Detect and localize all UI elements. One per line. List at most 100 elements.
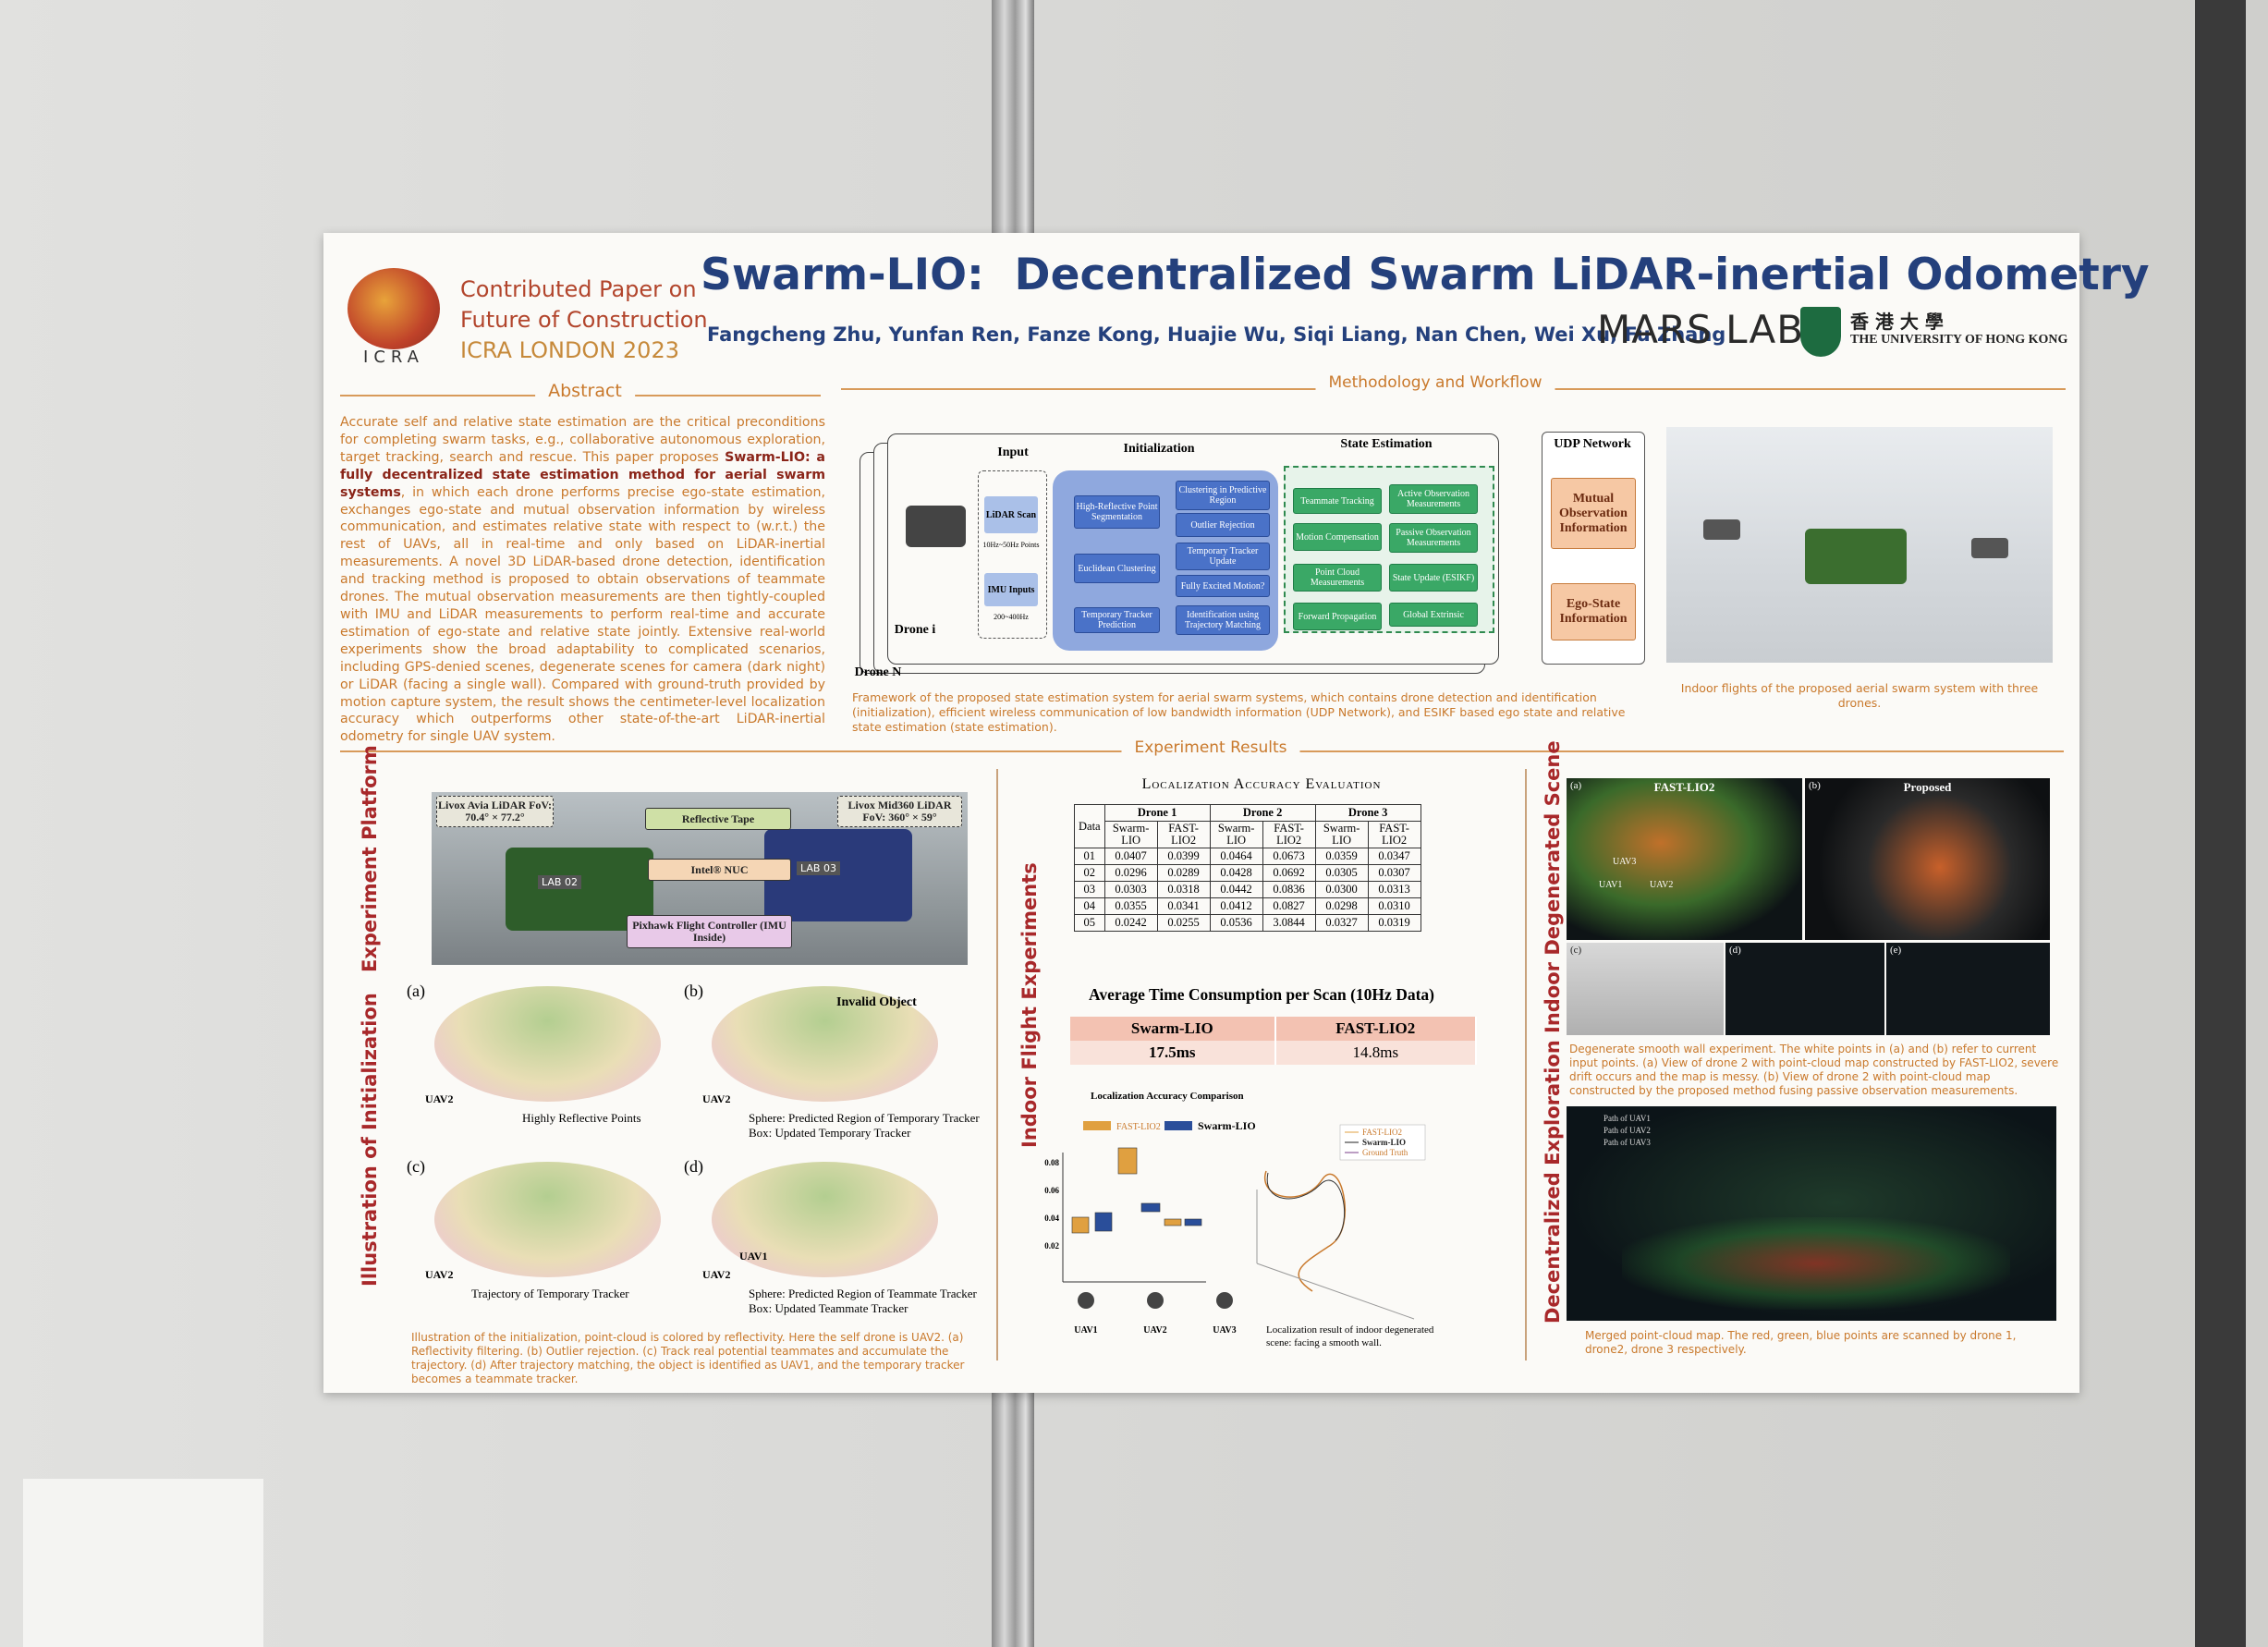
abstract-highlight: Swarm-LIO: a fully decentralized state e… (340, 449, 825, 500)
legend-label: FAST-LIO2 (1116, 1122, 1161, 1132)
table-cell: 03 (1074, 881, 1105, 898)
table-cell: 05 (1074, 914, 1105, 932)
y-tick-label: 0.04 (1044, 1214, 1059, 1223)
table-cell: 0.0300 (1314, 881, 1369, 898)
table-header: Swarm-LIO (1104, 821, 1158, 848)
table-header-row: Swarm-LIO FAST-LIO2 Swarm-LIO FAST-LIO2 Swar… (1075, 821, 1421, 848)
trajectory (1263, 1170, 1347, 1292)
box-glyph (1117, 1147, 1138, 1175)
panel-note: Highly Reflective Points (522, 1111, 641, 1125)
table-cell: 0.0355 (1104, 897, 1158, 915)
diagram-label: Drone i (894, 623, 936, 637)
diagram-block: Temporary Tracker Update (1176, 543, 1270, 570)
diagram-label: Initialization (1123, 442, 1195, 456)
drone-icon (1147, 1292, 1164, 1309)
table-cell: 0.0827 (1262, 897, 1316, 915)
diagram-block: Clustering in Predictive Region (1176, 481, 1270, 510)
box-glyph (1184, 1218, 1202, 1226)
table-cell: 04 (1074, 897, 1105, 915)
diagram-block: Forward Propagation (1293, 603, 1382, 630)
vertical-label: Experiment Platform (359, 745, 381, 972)
table-cell: 0.0307 (1367, 864, 1421, 882)
scene-panel: (e) (1886, 943, 2050, 1035)
affiliation-line: ICRA LONDON 2023 (460, 337, 679, 363)
table-row: 03 0.0303 0.0318 0.0442 0.0836 0.0300 0.0313 (1074, 881, 1421, 898)
legend-label: Swarm-LIO (1362, 1138, 1406, 1147)
diagram-block: State Update (ESIKF) (1389, 564, 1478, 592)
box: IMU Inputs (984, 573, 1038, 606)
legend-label: Swarm-LIO (1198, 1119, 1256, 1132)
exploration-map: Path of UAV1 Path of UAV2 Path of UAV3 (1567, 1106, 2056, 1321)
affiliation-line: Contributed Paper on (460, 276, 697, 302)
section-heading: Methodology and Workflow (1315, 373, 1555, 392)
table-header: Swarm-LIO (1070, 1017, 1276, 1041)
panel-tag: (c) (1570, 945, 1582, 956)
panel-note: UAV2 (425, 1268, 454, 1281)
callout: Pixhawk Flight Controller (IMU Inside) (627, 915, 792, 948)
caption: Indoor flights of the proposed aerial sw… (1680, 681, 2039, 710)
table-cell: 0.0347 (1367, 848, 1421, 865)
panel-tag: (a) (407, 982, 425, 1000)
table (23, 1479, 263, 1647)
table-cell: 0.0536 (1209, 914, 1263, 932)
panel-note: Trajectory of Temporary Tracker (471, 1287, 629, 1300)
panel-note: Sphere: Predicted Region of Temporary Tr… (749, 1111, 980, 1125)
drone-icon (1216, 1292, 1233, 1309)
init-panel: (d) UAV1 UAV2 Sphere: Predicted Region of T… (684, 1157, 977, 1328)
title: Swarm-LIO: Decentralized Swarm LiDAR-ine… (701, 250, 2150, 300)
diagram-label: Drone N (854, 665, 902, 679)
panel-note: UAV2 (425, 1092, 454, 1105)
diagram-block: Global Extrinsic (1389, 603, 1478, 627)
legend-swatch (1164, 1121, 1192, 1130)
point-cloud (712, 986, 938, 1102)
accuracy-table: Data Drone 1 Drone 2 Drone 3 Swarm-LIO FAST-L… (1074, 804, 1421, 932)
table-cell: 0.0289 (1156, 864, 1211, 882)
table-cell: 0.0673 (1262, 848, 1316, 865)
icra-logo: ICRA (344, 268, 444, 372)
box-glyph (1164, 1218, 1182, 1226)
booth-frame (2195, 0, 2246, 1647)
trajectory (1266, 1172, 1346, 1241)
table-title: Localization Accuracy Evaluation (1141, 776, 1382, 792)
point-cloud (434, 986, 661, 1102)
table-cell: 0.0319 (1367, 914, 1421, 932)
table-cell: 14.8ms (1274, 1041, 1478, 1065)
poster: ICRA Contributed Paper on Future of Cons… (323, 233, 2150, 1393)
table-cell: 0.0407 (1104, 848, 1158, 865)
diagram-block: High-Reflective Point Segmentation (1074, 495, 1160, 529)
panel-note: Invalid Object (836, 995, 917, 1009)
table-title: Average Time Consumption per Scan (10Hz … (1089, 985, 1434, 1004)
table-header: Swarm-LIO (1209, 821, 1263, 848)
init-panel: (a) UAV2 Highly Reflective Points (407, 982, 684, 1153)
panel-tag: (a) (1570, 780, 1582, 791)
table-cell: 0.0303 (1104, 881, 1158, 898)
lab-logo: MARS LAB (1597, 307, 1805, 352)
panel-tag: (b) (684, 982, 703, 1000)
panel-note: Box: Updated Teammate Tracker (749, 1301, 908, 1315)
input-box (978, 470, 1047, 639)
table-cell: 0.0464 (1209, 848, 1263, 865)
time-table-wrap: Swarm-LIO FAST-LIO2 17.5ms 14.8ms (1070, 1017, 1478, 1065)
drone-label: UAV3 (1213, 1325, 1236, 1336)
table-row: 02 0.0296 0.0289 0.0428 0.0692 0.0305 0.0307 (1074, 864, 1421, 882)
drone-icon (1078, 1292, 1094, 1309)
panel-note: UAV2 (702, 1268, 731, 1281)
table-cell: 01 (1074, 848, 1105, 865)
panel-tag: (d) (1729, 945, 1741, 956)
panel-title: FAST-LIO2 (1653, 780, 1715, 794)
panel-note: Sphere: Predicted Region of Teammate Tra… (749, 1287, 977, 1300)
callout: Livox Mid360 LiDAR FoV: 360° × 59° (837, 796, 962, 827)
panel-title: Proposed (1903, 780, 1952, 794)
drone-tag: LAB 02 (538, 875, 581, 889)
point-cloud (712, 1162, 938, 1277)
table-cell: 0.0428 (1209, 864, 1263, 882)
y-tick-label: 0.02 (1044, 1241, 1059, 1250)
drone (1971, 538, 2008, 558)
diagram-block: Teammate Tracking (1293, 488, 1382, 514)
table-cell: 0.0442 (1209, 881, 1263, 898)
table-cell: 0.0327 (1314, 914, 1369, 932)
logo-mark (348, 268, 440, 349)
panel-tag: (d) (684, 1157, 703, 1176)
box-glyph (1094, 1212, 1113, 1232)
axis (1256, 1263, 1415, 1320)
